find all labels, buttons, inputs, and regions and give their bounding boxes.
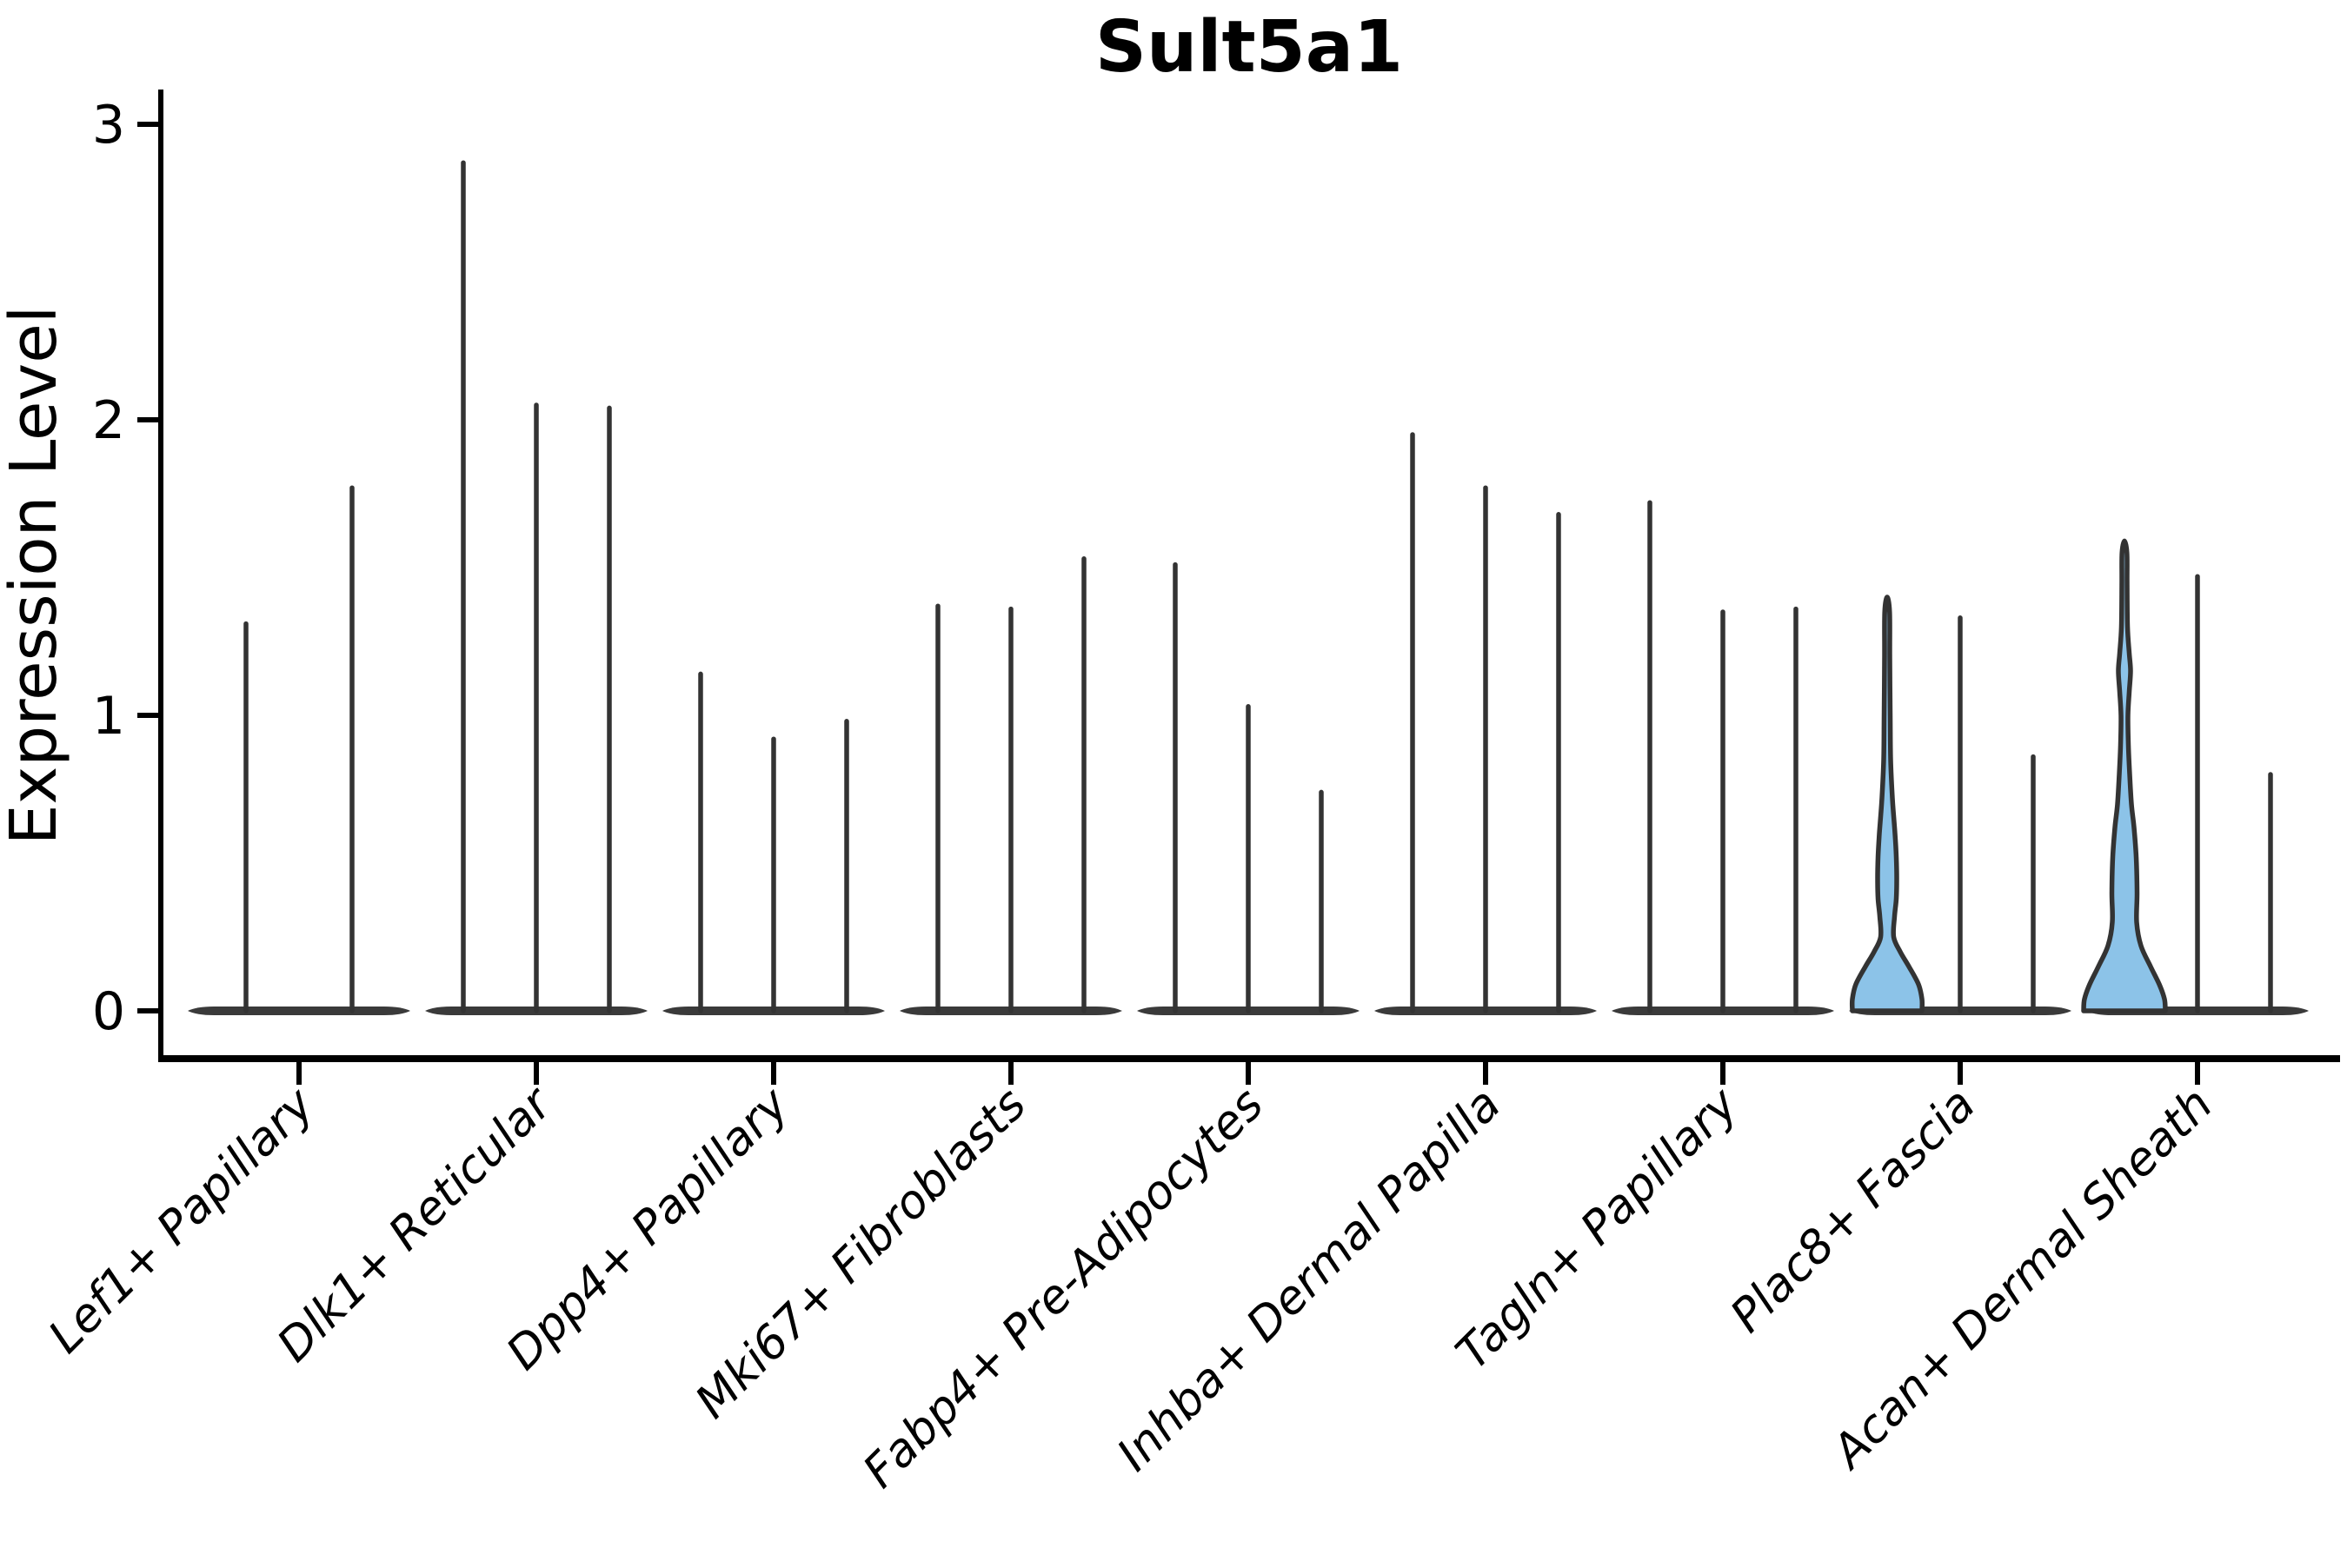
x-category-label: Acan+ Dermal Sheath [1821,1078,2224,1480]
violin-highlighted [1849,595,1925,1013]
chart-title: Sult5a1 [1095,6,1403,89]
y-tick-label: 0 [92,981,125,1042]
y-tick-label: 3 [92,95,125,156]
violins-layer [188,160,2309,1015]
x-category-label: Fabp4+ Pre-Adipocytes [854,1078,1274,1498]
violin-highlighted [2081,538,2168,1013]
y-axis-label: Expression Level [0,306,71,846]
x-category-label: Inhba+ Dermal Papilla [1107,1078,1511,1481]
x-category-label: Plac8+ Fascia [1720,1078,1985,1343]
axes-layer: 0 1 2 3 [92,90,2340,1085]
y-tick-label: 1 [92,686,125,747]
violin-base [188,1007,410,1015]
y-tick-label: 2 [92,390,125,451]
